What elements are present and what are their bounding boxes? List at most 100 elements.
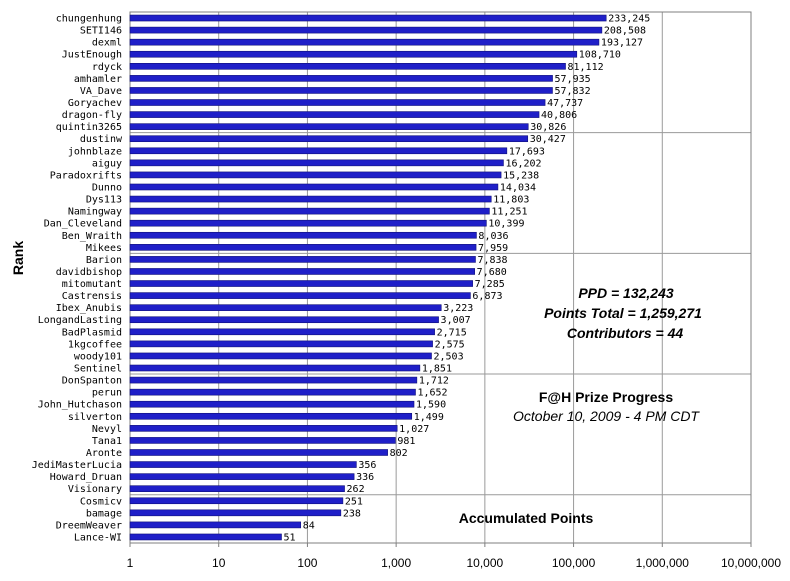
bar	[129, 111, 540, 118]
value-label: 6,873	[472, 291, 502, 302]
bar	[129, 412, 413, 420]
x-tick-label: 1	[127, 556, 134, 570]
category-label: perun	[92, 388, 122, 399]
category-label: Howard_Druan	[50, 472, 122, 483]
points-total-annotation: Points Total = 1,259,271	[544, 305, 702, 321]
value-label: 1,590	[416, 400, 446, 411]
bar	[129, 244, 477, 251]
value-label: 356	[358, 460, 376, 471]
bar	[129, 219, 487, 227]
bar	[129, 63, 566, 70]
category-label: silverton	[68, 412, 122, 423]
bar	[129, 352, 432, 360]
bar	[129, 485, 345, 492]
bar	[129, 449, 388, 456]
category-label: Visionary	[68, 484, 122, 495]
value-label: 336	[356, 472, 374, 483]
bar	[129, 316, 439, 324]
category-label: aiguy	[92, 158, 122, 169]
bar	[129, 183, 499, 191]
category-label: bamage	[86, 508, 122, 519]
value-label: 11,251	[491, 207, 527, 218]
bar	[129, 437, 396, 444]
category-label: Cosmicv	[80, 496, 122, 507]
bar	[129, 87, 553, 94]
value-label: 1,027	[399, 424, 429, 435]
value-label: 51	[283, 532, 295, 543]
value-label: 262	[347, 484, 365, 495]
value-label: 108,710	[579, 50, 621, 61]
x-tick-label: 100	[297, 556, 317, 570]
category-label: DreemWeaver	[56, 520, 122, 531]
bar	[129, 388, 416, 396]
category-label: quintin3265	[56, 122, 122, 133]
bar	[129, 75, 553, 82]
chart-subtitle: October 10, 2009 - 4 PM CDT	[513, 408, 700, 424]
bar	[129, 461, 357, 468]
category-label: chungenhung	[56, 14, 122, 25]
value-label: 2,575	[435, 339, 465, 350]
category-label: VA_Dave	[80, 86, 122, 97]
category-label: rdyck	[92, 62, 122, 73]
category-label: Lance-WI	[74, 532, 122, 543]
category-label: dragon-fly	[62, 110, 122, 121]
value-label: 1,652	[417, 388, 447, 399]
value-label: 47,737	[547, 98, 583, 109]
category-label: Ibex_Anubis	[56, 303, 122, 314]
bar	[129, 99, 546, 106]
bar	[129, 473, 355, 480]
bar	[129, 256, 476, 263]
category-label: BadPlasmid	[62, 327, 122, 338]
category-label: dexml	[92, 38, 122, 49]
value-label: 11,803	[493, 195, 529, 206]
bar	[129, 207, 490, 215]
value-label: 30,427	[530, 134, 566, 145]
x-tick-label: 10	[212, 556, 226, 570]
value-label: 238	[343, 508, 361, 519]
value-label: 7,838	[477, 255, 507, 266]
x-tick-label: 10,000,000	[721, 556, 781, 570]
category-label: JustEnough	[62, 50, 122, 61]
category-label: Dys113	[86, 195, 122, 206]
value-labels: 233,245208,508193,127108,71081,11257,935…	[283, 14, 650, 544]
value-label: 2,715	[437, 327, 467, 338]
category-label: Dan_Cleveland	[44, 219, 122, 230]
category-label: Barion	[86, 255, 122, 266]
value-label: 84	[303, 520, 315, 531]
bar	[129, 497, 344, 505]
category-label: Mikees	[86, 243, 122, 254]
bar	[129, 509, 342, 517]
value-label: 3,007	[441, 315, 471, 326]
bar	[129, 304, 442, 311]
category-label: amhamler	[74, 74, 122, 85]
value-label: 7,680	[477, 267, 507, 278]
bar	[129, 123, 529, 130]
bar	[129, 135, 529, 143]
category-label: woody101	[74, 351, 122, 362]
category-label: Namingway	[68, 207, 122, 218]
footer-label: Accumulated Points	[459, 510, 594, 526]
bar	[129, 14, 607, 22]
ppd-annotation: PPD = 132,243	[578, 285, 674, 301]
value-label: 251	[345, 496, 363, 507]
value-label: 16,202	[505, 158, 541, 169]
bar	[129, 533, 282, 541]
x-tick-label: 1,000,000	[636, 556, 690, 570]
value-label: 1,851	[422, 364, 452, 375]
x-tick-labels: 1 10 100 1,000 10,000 100,000 1,000,000 10,000,…	[127, 543, 781, 570]
bar	[129, 159, 504, 167]
value-label: 17,693	[509, 146, 545, 157]
value-label: 7,959	[478, 243, 508, 254]
category-label: Goryachev	[68, 98, 122, 109]
category-label: mitomutant	[62, 279, 122, 290]
value-label: 10,399	[488, 219, 524, 230]
category-label: davidbishop	[56, 267, 122, 278]
bar	[129, 292, 471, 299]
category-label: Ben_Wraith	[62, 231, 122, 242]
bar	[129, 147, 508, 155]
value-label: 1,712	[419, 376, 449, 387]
value-label: 81,112	[568, 62, 604, 73]
plot-area-frame	[129, 11, 752, 544]
value-label: 40,806	[541, 110, 577, 121]
